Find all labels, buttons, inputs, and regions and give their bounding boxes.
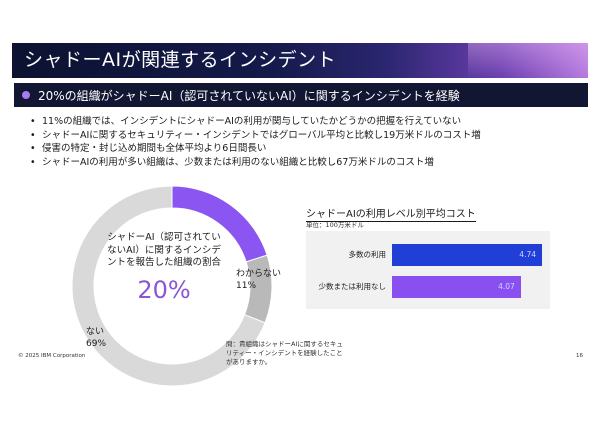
donut-slice-no [71, 185, 266, 387]
donut-center: シャドーAI（認可されていないAI）に関するインシデントを報告した組織の割合 2… [104, 232, 224, 304]
bar-row: 少数または利用なし 4.07 [306, 276, 550, 298]
donut-label-unknown: わからない 11% [236, 268, 281, 292]
footnote: 問：貴組織はシャドーAIに関するセキュリティー・インシデントを経験したことがあり… [226, 340, 343, 366]
donut-center-percent: 20% [137, 275, 191, 304]
bar-chart-unit: 単位：100万米ドル [306, 221, 364, 229]
donut-label-no: ない 69% [86, 326, 106, 350]
bullet-item: シャドーAIの利用が多い組織は、少数または利用のない組織と比較し67万米ドルのコ… [30, 156, 590, 170]
bar: 4.07 [392, 276, 521, 298]
subtitle-bar: 20%の組織がシャドーAI（認可されていないAI）に関するインシデントを経験 [14, 83, 588, 107]
donut-label-unknown-pct: 11% [236, 281, 257, 291]
donut-label-no-pct: 69% [86, 339, 107, 349]
bar-label: 多数の利用 [348, 250, 387, 259]
bullet-list: 11%の組織では、インシデントにシャドーAIの利用が関与していたかどうかの把握を… [30, 115, 590, 169]
bullet-item-continuation: 侵害の特定・封じ込め期間も全体平均より6日間長い [30, 142, 590, 156]
slide-title: シャドーAIが関連するインシデント [24, 49, 337, 71]
bar-row: 多数の利用 4.74 [306, 244, 550, 266]
bar-label: 少数または利用なし [318, 282, 387, 291]
bar: 4.74 [392, 244, 542, 266]
bar-chart: 多数の利用 4.74 少数または利用なし 4.07 [306, 231, 550, 309]
bar-value-label: 4.74 [519, 250, 536, 259]
copyright: © 2025 IBM Corporation [18, 353, 86, 359]
slide-subtitle: 20%の組織がシャドーAI（認可されていないAI）に関するインシデントを経験 [38, 88, 460, 103]
page-number: 16 [576, 353, 583, 359]
bullet-dot-icon [22, 91, 30, 99]
bar-chart-title: シャドーAIの利用レベル別平均コスト [306, 205, 476, 222]
bullet-item: シャドーAIに関するセキュリティー・インシデントではグローバル平均と比較し19万… [30, 129, 590, 143]
bullet-item: 11%の組織では、インシデントにシャドーAIの利用が関与していたかどうかの把握を… [30, 115, 590, 129]
title-banner: シャドーAIが関連するインシデント [12, 43, 588, 78]
donut-center-text: シャドーAI（認可されていないAI）に関するインシデントを報告した組織の割合 [106, 232, 221, 268]
donut-chart [66, 180, 278, 392]
banner-glow [468, 43, 588, 78]
donut-svg [71, 185, 273, 387]
donut-label-unknown-text: わからない [236, 269, 282, 279]
bar-value-label: 4.07 [498, 282, 515, 291]
donut-label-no-text: ない [86, 327, 105, 337]
